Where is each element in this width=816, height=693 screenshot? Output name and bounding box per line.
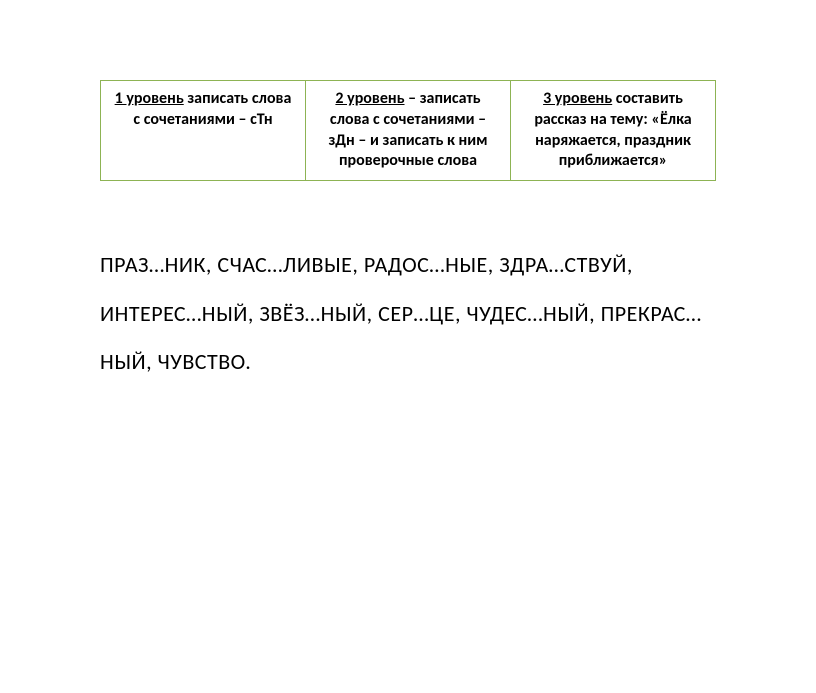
levels-table: 1 уровень записать слова с сочетаниями –… bbox=[100, 80, 716, 181]
table-row: 1 уровень записать слова с сочетаниями –… bbox=[101, 81, 716, 181]
level-cell-3: 3 уровень составить рассказ на тему: «Ёл… bbox=[511, 81, 716, 181]
level-label-1: 1 уровень bbox=[115, 89, 184, 108]
level-label-3: 3 уровень bbox=[543, 89, 612, 108]
level-label-2: 2 уровень bbox=[335, 89, 404, 108]
level-cell-1: 1 уровень записать слова с сочетаниями –… bbox=[101, 81, 306, 181]
level-cell-2: 2 уровень – записать слова с сочетаниями… bbox=[306, 81, 511, 181]
word-list: ПРАЗ…НИК, СЧАС…ЛИВЫЕ, РАДОС…НЫЕ, ЗДРА…СТ… bbox=[100, 241, 716, 386]
levels-table-container: 1 уровень записать слова с сочетаниями –… bbox=[100, 80, 716, 181]
